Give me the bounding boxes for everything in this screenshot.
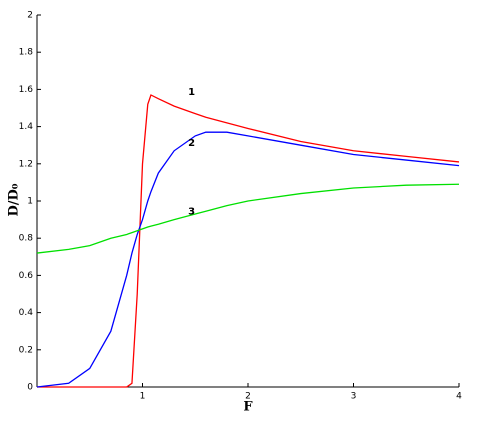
y-tick-label: 0.4	[19, 308, 34, 318]
y-tick-label: 1.2	[19, 159, 33, 169]
x-tick-label: 2	[245, 392, 251, 402]
x-tick-label: 4	[456, 392, 462, 402]
series-label: 2	[188, 138, 195, 149]
y-tick-label: 1.4	[19, 122, 34, 132]
line	[36, 183, 460, 254]
y-axis-label: D/D₀	[7, 183, 22, 216]
y-tick-label: 1.6	[19, 85, 34, 95]
x-tick-label: 3	[351, 392, 357, 402]
x-axis-label: F	[243, 400, 253, 415]
line	[37, 94, 460, 388]
series-label: 3	[188, 207, 195, 218]
y-tick-label: 0.8	[19, 234, 34, 244]
y-tick-label: 0	[27, 383, 33, 393]
series-label: 1	[188, 87, 195, 98]
x-tick-label: 1	[140, 392, 146, 402]
y-tick-label: 1.8	[19, 48, 34, 58]
y-tick-label: 0.6	[19, 271, 34, 281]
y-tick-label: 0.2	[19, 345, 33, 355]
line	[36, 131, 460, 388]
y-tick-label: 1	[27, 197, 33, 207]
y-tick-label: 2	[27, 11, 33, 21]
